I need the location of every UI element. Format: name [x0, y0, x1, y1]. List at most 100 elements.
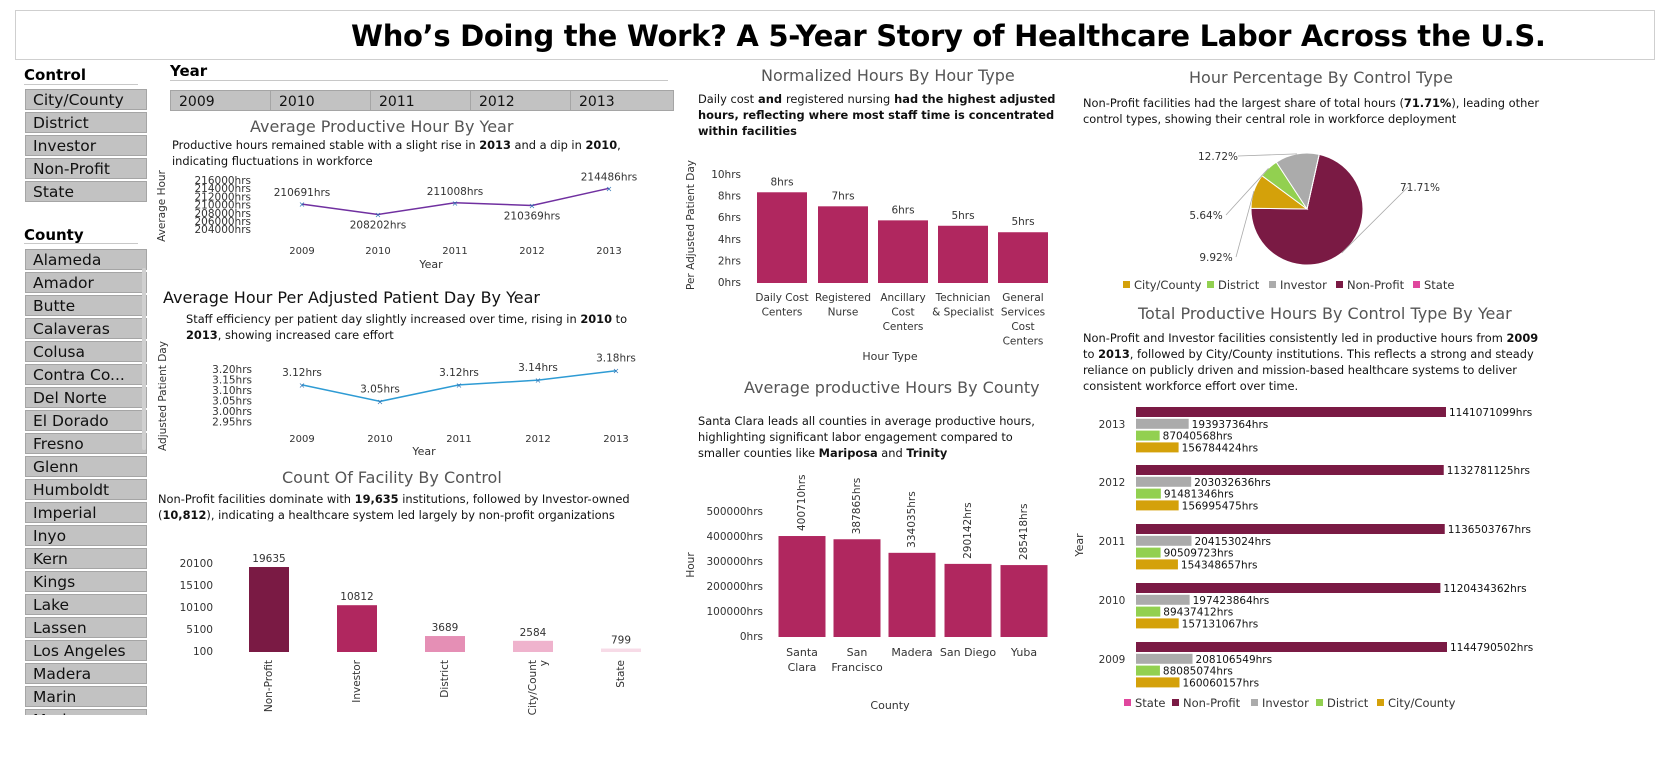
- year-slicer-item-2011[interactable]: 2011: [370, 90, 474, 111]
- total-hours-bar: [1136, 488, 1161, 499]
- total-hours-label: 204153024hrs: [1194, 536, 1271, 548]
- county-hours-ylabel: Hour: [685, 552, 697, 578]
- county-slicer-item-butte[interactable]: Butte: [25, 295, 147, 316]
- avg-adjusted-ytick: 3.00hrs: [212, 406, 252, 418]
- county-slicer-item-amador[interactable]: Amador: [25, 272, 147, 293]
- total-hours-ytick: 2011: [1099, 536, 1126, 548]
- county-slicer-item-humboldt[interactable]: Humboldt: [25, 479, 147, 500]
- avg-productive-label: 210369hrs: [504, 210, 561, 222]
- county-slicer-item-alameda[interactable]: Alameda: [25, 249, 147, 270]
- total-hours-label: 89437412hrs: [1163, 607, 1233, 619]
- county-slicer-item-inyo[interactable]: Inyo: [25, 525, 147, 546]
- avg-adjusted-xtick: 2010: [367, 434, 392, 445]
- avg-adjusted-label: 3.05hrs: [360, 383, 400, 395]
- normalized-label: 7hrs: [831, 190, 854, 202]
- county-slicer-item-mariposa[interactable]: Mariposa: [25, 709, 147, 715]
- total-hours-bar: [1136, 583, 1441, 593]
- total-hours-legend-label: Non-Profit: [1183, 696, 1241, 710]
- desc-text: institutions, followed by Investor-owned…: [158, 492, 630, 522]
- year-slicer-item-2012[interactable]: 2012: [470, 90, 574, 111]
- normalized-bar: [998, 232, 1048, 283]
- county-slicer-item-los-angeles[interactable]: Los Angeles: [25, 640, 147, 661]
- avg-adjusted-xtick: 2012: [525, 434, 550, 445]
- desc-highlight: 2013: [186, 328, 218, 342]
- county-hours-xlabel: County: [870, 699, 910, 712]
- pie-slice: [1306, 153, 1320, 210]
- control-slicer-item-district[interactable]: District: [25, 112, 147, 133]
- avg-productive-desc: Productive hours remained stable with a …: [172, 137, 642, 169]
- county-slicer-item-colusa[interactable]: Colusa: [25, 341, 147, 362]
- total-hours-legend-swatch: [1172, 699, 1179, 706]
- desc-highlight: Mariposa: [818, 446, 878, 460]
- avg-productive-xtick: 2010: [365, 246, 390, 257]
- normalized-xtick: & Specialist: [932, 307, 994, 319]
- avg-adjusted-ytick: 3.15hrs: [212, 375, 252, 387]
- normalized-xtick: Ancillary: [880, 292, 925, 304]
- control-slicer-item-non-profit[interactable]: Non-Profit: [25, 158, 147, 179]
- avg-adjusted-point: ×: [613, 367, 620, 376]
- avg-adjusted-xtick: 2009: [289, 434, 314, 445]
- county-slicer-item-lake[interactable]: Lake: [25, 594, 147, 615]
- county-slicer-item-imperial[interactable]: Imperial: [25, 502, 147, 523]
- county-slicer-item-kern[interactable]: Kern: [25, 548, 147, 569]
- control-slicer-item-state[interactable]: State: [25, 181, 147, 202]
- total-hours-bar: [1136, 442, 1179, 453]
- total-hours-label: 1136503767hrs: [1448, 524, 1531, 536]
- control-slicer-item-investor[interactable]: Investor: [25, 135, 147, 156]
- avg-productive-ytick: 212000hrs: [194, 191, 251, 203]
- county-slicer-item-del-norte[interactable]: Del Norte: [25, 387, 147, 408]
- control-slicer-item-city-county[interactable]: City/County: [25, 89, 147, 110]
- county-hours-bar: [1000, 565, 1048, 637]
- total-hours-bar: [1136, 500, 1179, 511]
- normalized-xtick: Centers: [1003, 336, 1044, 348]
- county-slicer-item-glenn[interactable]: Glenn: [25, 456, 147, 477]
- avg-adjusted-xtick: 2013: [603, 434, 628, 445]
- pie-legend-label: City/County: [1134, 278, 1202, 292]
- pie-legend-swatch: [1207, 281, 1214, 288]
- avg-productive-ytick: 204000hrs: [194, 224, 251, 236]
- normalized-xtick: Cost: [1011, 321, 1034, 333]
- facility-count-bar: [601, 648, 641, 652]
- county-hours-ytick: 300000hrs: [706, 556, 763, 568]
- pie-desc: Non-Profit facilities had the largest sh…: [1083, 95, 1543, 127]
- normalized-ytick: 6hrs: [718, 212, 741, 224]
- avg-productive-label: 210691hrs: [274, 187, 331, 199]
- normalized-label: 5hrs: [951, 210, 974, 222]
- total-hours-label: 193937364hrs: [1192, 419, 1269, 431]
- total-hours-bar: [1136, 618, 1179, 629]
- desc-highlight: had the highest adjusted hours, reflecti…: [698, 92, 1056, 138]
- total-hours-legend-swatch: [1251, 699, 1258, 706]
- normalized-desc: Daily cost and registered nursing had th…: [698, 91, 1058, 139]
- year-slicer-item-2010[interactable]: 2010: [270, 90, 374, 111]
- normalized-bar: [757, 192, 807, 283]
- total-hours-label: 156995475hrs: [1182, 500, 1259, 512]
- county-slicer-item-el-dorado[interactable]: El Dorado: [25, 410, 147, 431]
- county-slicer-item-madera[interactable]: Madera: [25, 663, 147, 684]
- total-hours-label: 197423864hrs: [1193, 595, 1270, 607]
- year-slicer-item-2009[interactable]: 2009: [170, 90, 274, 111]
- facility-count-ytick: 20100: [180, 558, 213, 570]
- county-hours-desc: Santa Clara leads all counties in averag…: [698, 413, 1043, 461]
- facility-count-bar: [249, 567, 289, 652]
- county-slicer-item-kings[interactable]: Kings: [25, 571, 147, 592]
- county-slicer-item-lassen[interactable]: Lassen: [25, 617, 147, 638]
- normalized-ylabel: Per Adjusted Patient Day: [685, 160, 697, 290]
- county-scrollbar[interactable]: [142, 268, 146, 450]
- county-slicer-item-contra-co-[interactable]: Contra Co...: [25, 364, 147, 385]
- county-slicer-item-calaveras[interactable]: Calaveras: [25, 318, 147, 339]
- county-slicer-item-marin[interactable]: Marin: [25, 686, 147, 707]
- county-slicer-item-fresno[interactable]: Fresno: [25, 433, 147, 454]
- avg-productive-xtick: 2009: [289, 246, 314, 257]
- facility-count-xtick-wrap: y: [538, 660, 550, 666]
- total-hours-label: 1132781125hrs: [1447, 465, 1530, 477]
- pie-label: 12.72%: [1198, 151, 1238, 163]
- avg-adjusted-ylabel: Adjusted Patient Day: [157, 341, 169, 451]
- total-hours-label: 160060157hrs: [1182, 677, 1259, 689]
- pie-leader: [1341, 186, 1409, 254]
- desc-highlight: 2013: [1098, 347, 1130, 361]
- pie-legend-swatch: [1269, 281, 1276, 288]
- year-slicer-item-2013[interactable]: 2013: [570, 90, 674, 111]
- county-hours-label: 387865hrs: [851, 478, 863, 535]
- normalized-ytick: 4hrs: [718, 234, 741, 246]
- avg-adjusted-desc: Staff efficiency per patient day slightl…: [186, 311, 666, 343]
